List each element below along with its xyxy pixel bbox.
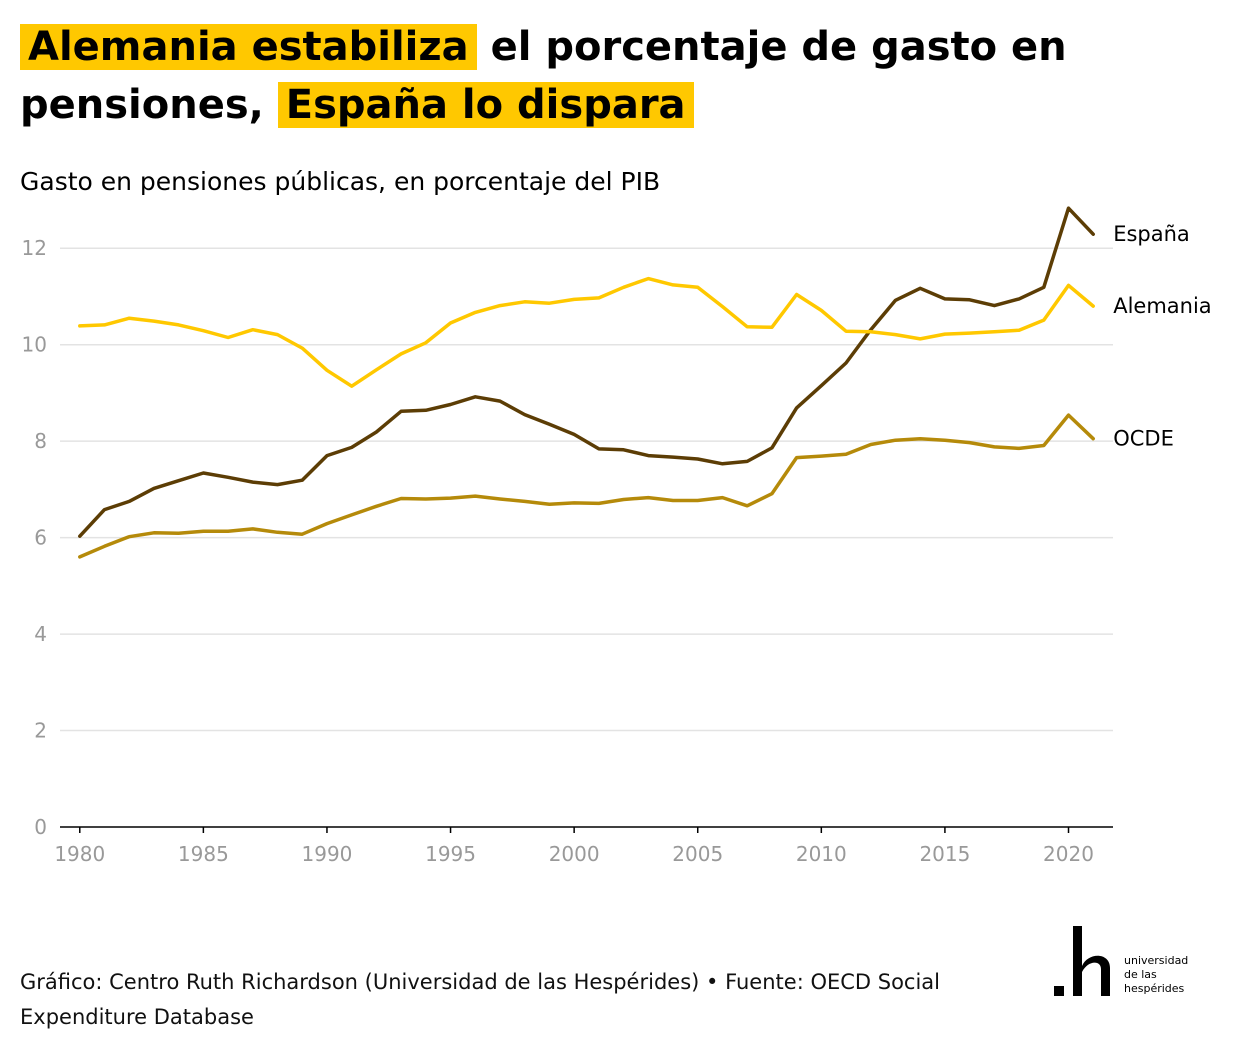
title-highlight-alemania: Alemania estabiliza <box>20 24 477 70</box>
y-tick-label: 10 <box>22 333 47 357</box>
y-tick-label: 2 <box>34 719 47 743</box>
x-tick-label: 2010 <box>796 842 847 866</box>
x-tick-label: 2015 <box>919 842 970 866</box>
x-tick-label: 2000 <box>549 842 600 866</box>
y-tick-label: 6 <box>34 526 47 550</box>
logo-text-line3: hespérides <box>1124 982 1185 995</box>
series-line-ocde <box>78 413 1095 559</box>
x-tick-label: 1980 <box>54 842 105 866</box>
x-tick-label: 1985 <box>178 842 229 866</box>
logo-wordmark: universidad de las hespérides <box>1124 954 1224 996</box>
title-highlight-espana: España lo dispara <box>277 82 694 128</box>
x-tick-label: 1995 <box>425 842 476 866</box>
chart-subtitle: Gasto en pensiones públicas, en porcenta… <box>20 167 661 196</box>
x-tick-label: 2020 <box>1043 842 1094 866</box>
chart-title: Alemania estabiliza el porcentaje de gas… <box>20 18 1220 134</box>
hesperides-logo-icon <box>1054 926 1110 996</box>
series-labels: España Alemania OCDE <box>1113 222 1211 450</box>
logo-text-line2: de las <box>1124 968 1157 981</box>
title-middle: el porcentaje de gasto en pensiones, <box>20 24 1067 128</box>
x-tick-label: 2005 <box>672 842 723 866</box>
series-line-alemania <box>78 276 1095 388</box>
axes: 0 2 4 6 8 10 12 1980 1985 1990 1995 2000 2005 2010 201… <box>22 236 1113 866</box>
y-tick-label: 4 <box>34 622 47 646</box>
series-line-espana <box>78 206 1095 538</box>
x-tick-label: 1990 <box>302 842 353 866</box>
series-label-alemania: Alemania <box>1113 294 1211 318</box>
series-lines <box>78 206 1095 559</box>
y-tick-label: 12 <box>22 236 47 260</box>
chart-source-footer: Gráfico: Centro Ruth Richardson (Univers… <box>20 970 941 1029</box>
logo-text-line1: universidad <box>1124 954 1189 967</box>
gridlines <box>60 247 1113 732</box>
series-label-ocde: OCDE <box>1113 427 1174 451</box>
y-tick-label: 8 <box>34 429 47 453</box>
line-chart: 0 2 4 6 8 10 12 1980 1985 1990 1995 2000 2005 2010 201… <box>22 206 1212 866</box>
y-tick-label: 0 <box>34 815 47 839</box>
series-label-espana: España <box>1113 222 1190 246</box>
